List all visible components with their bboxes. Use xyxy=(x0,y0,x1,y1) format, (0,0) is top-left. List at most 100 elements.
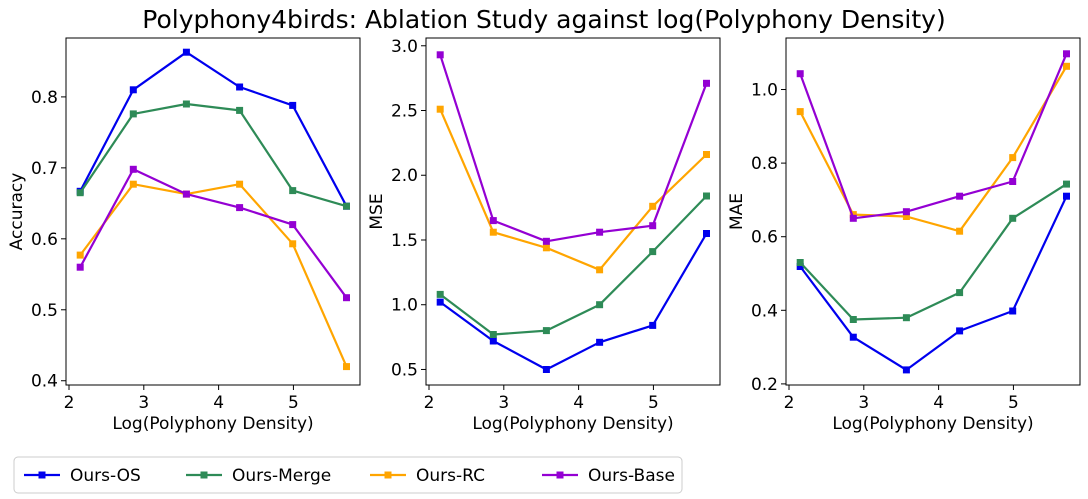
y-axis-label: MAE xyxy=(727,193,747,230)
data-point-ours-rc xyxy=(849,211,857,219)
x-tick-label: 4 xyxy=(933,393,944,413)
x-tick-label: 2 xyxy=(424,393,435,413)
legend-label-ours-rc: Ours-RC xyxy=(416,466,485,486)
data-point-ours-rc xyxy=(596,266,604,274)
series-line-ours-base xyxy=(799,53,1068,220)
data-point-ours-os xyxy=(289,101,297,109)
data-point-ours-rc xyxy=(76,251,84,259)
data-point-ours-os xyxy=(129,86,137,94)
y-tick-label: 2.5 xyxy=(391,102,418,122)
x-tick-label: 2 xyxy=(64,393,75,413)
data-point-ours-base xyxy=(343,294,350,302)
data-point-ours-base xyxy=(236,204,244,212)
series-line-ours-merge xyxy=(799,183,1068,321)
data-point-ours-merge xyxy=(1063,180,1070,188)
data-point-ours-rc xyxy=(542,244,550,252)
data-point-ours-merge xyxy=(129,110,137,118)
x-axis-label: Log(Polyphony Density) xyxy=(832,414,1033,434)
data-point-ours-rc xyxy=(129,180,137,188)
data-point-ours-merge xyxy=(76,189,84,197)
data-point-ours-rc xyxy=(902,213,910,220)
data-point-ours-merge xyxy=(489,331,497,338)
x-tick-label: 2 xyxy=(784,393,795,413)
data-point-ours-rc xyxy=(236,180,244,188)
data-point-ours-base xyxy=(596,228,604,236)
series-line-ours-merge xyxy=(79,102,347,208)
data-point-ours-os xyxy=(1009,307,1017,315)
y-tick-label: 1.0 xyxy=(391,296,418,316)
figure-title: Polyphony4birds: Ablation Study against … xyxy=(142,5,945,34)
y-tick-label: 0.4 xyxy=(751,301,778,321)
x-tick-label: 3 xyxy=(858,393,869,413)
data-point-ours-rc xyxy=(436,105,444,113)
data-point-ours-base xyxy=(956,192,964,200)
legend: Ours-OS Ours-Merge Ours-RC Ours-Base xyxy=(13,456,683,494)
series-line-ours-os xyxy=(439,232,708,371)
data-point-ours-base xyxy=(649,222,657,230)
series-line-ours-base xyxy=(79,168,348,299)
data-point-ours-base xyxy=(1063,50,1070,58)
data-point-ours-os xyxy=(489,337,497,345)
data-point-ours-os xyxy=(182,48,190,56)
chart-panels: 2 3 4 5 0.4 0.5 0.6 0.7 0.8 Log(Polyphony Density… xyxy=(7,37,1081,434)
x-tick-label: 5 xyxy=(288,393,299,413)
data-point-ours-base xyxy=(542,237,550,245)
y-tick-label: 2.0 xyxy=(391,166,418,186)
x-axis-label: Log(Polyphony Density) xyxy=(472,414,673,434)
series-line-ours-rc xyxy=(799,65,1068,233)
data-point-ours-merge xyxy=(849,316,857,323)
series-line-ours-base xyxy=(439,54,708,243)
data-point-ours-os xyxy=(436,298,444,306)
y-tick-label: 0.5 xyxy=(31,301,58,321)
series-line-ours-merge xyxy=(439,195,708,336)
legend-marker-ours-merge xyxy=(200,471,208,479)
y-tick-label: 0.2 xyxy=(751,375,778,395)
x-tick-label: 4 xyxy=(573,393,584,413)
data-point-ours-os xyxy=(849,333,857,341)
plot-frame xyxy=(65,37,361,386)
data-point-ours-base xyxy=(902,208,910,216)
data-point-ours-merge xyxy=(289,187,297,195)
chart-panel-mae: 2 3 4 5 0.2 0.4 0.6 0.8 1.0 Log(Polyphony Density… xyxy=(727,37,1081,434)
data-point-ours-rc xyxy=(289,240,297,248)
data-point-ours-base xyxy=(849,214,857,222)
data-point-ours-base xyxy=(76,263,84,271)
data-point-ours-rc xyxy=(489,228,497,236)
x-tick-label: 4 xyxy=(213,393,224,413)
y-tick-label: 1.5 xyxy=(391,231,418,251)
y-tick-label: 3.0 xyxy=(391,37,418,57)
data-point-ours-rc xyxy=(703,151,710,158)
data-point-ours-os xyxy=(236,83,244,91)
x-tick-label: 5 xyxy=(1008,393,1019,413)
data-point-ours-merge xyxy=(956,289,964,297)
y-tick-label: 0.5 xyxy=(391,360,418,380)
y-tick-label: 0.6 xyxy=(31,230,58,250)
x-axis-label: Log(Polyphony Density) xyxy=(112,414,313,434)
y-tick-label: 0.4 xyxy=(31,372,58,392)
legend-marker-ours-rc xyxy=(384,471,392,479)
data-point-ours-merge xyxy=(182,100,190,108)
legend-label-ours-merge: Ours-Merge xyxy=(232,466,331,486)
y-tick-label: 1.0 xyxy=(751,81,778,101)
data-point-ours-base xyxy=(796,70,804,78)
data-point-ours-merge xyxy=(236,106,244,114)
data-point-ours-os xyxy=(542,366,550,373)
y-axis-label: MSE xyxy=(367,193,387,229)
data-point-ours-rc xyxy=(1009,154,1017,162)
data-point-ours-base xyxy=(182,190,190,198)
data-point-ours-os xyxy=(956,327,964,335)
legend-frame xyxy=(13,456,683,494)
data-point-ours-os xyxy=(796,263,804,270)
data-point-ours-os xyxy=(649,321,657,329)
series-line-ours-os xyxy=(79,51,348,207)
x-tick-label: 5 xyxy=(648,393,659,413)
series-line-ours-rc xyxy=(79,183,348,368)
data-point-ours-base xyxy=(436,51,444,59)
plot-frame xyxy=(785,37,1081,386)
data-point-ours-merge xyxy=(796,259,804,266)
data-point-ours-base xyxy=(703,79,710,87)
data-point-ours-merge xyxy=(649,248,657,256)
data-point-ours-merge xyxy=(542,327,550,335)
data-point-ours-os xyxy=(902,366,910,374)
